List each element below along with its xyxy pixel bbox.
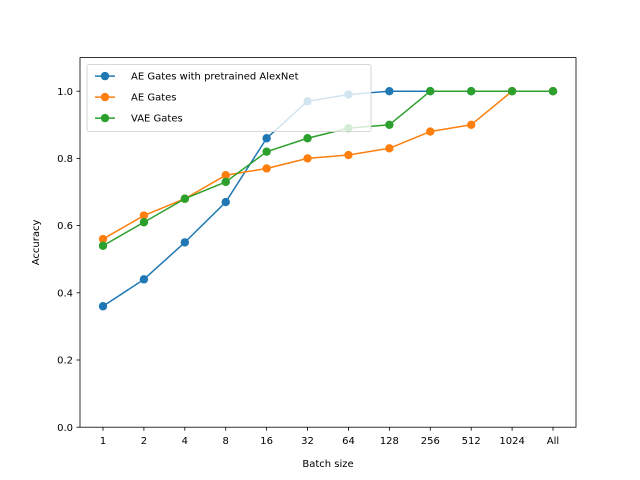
- series-3-point-32: [303, 134, 312, 143]
- x-tick-label-1024: 1024: [499, 436, 524, 447]
- y-tick-label-1.0: 1.0: [57, 87, 73, 98]
- series-1-point-128: [385, 87, 394, 96]
- series-3-point-All: [548, 87, 558, 96]
- x-tick-label-1: 1: [100, 436, 106, 447]
- y-tick-label-0.2: 0.2: [57, 356, 73, 367]
- x-tick-label-256: 256: [421, 436, 440, 447]
- series-3-point-1: [98, 241, 108, 250]
- axes-frame: [79, 57, 577, 428]
- legend-label-1: AE Gates with pretrained AlexNet: [131, 72, 299, 83]
- x-tick-label-64: 64: [342, 436, 355, 447]
- legend-marker-2: [100, 92, 110, 102]
- series-2-point-256: [426, 127, 435, 136]
- series-2-point-2: [139, 211, 149, 220]
- x-tick-label-2: 2: [141, 436, 147, 447]
- series-2-point-128: [385, 144, 394, 153]
- legend-marker-3: [100, 113, 110, 123]
- series-2-point-8: [221, 171, 230, 180]
- series-3-point-8: [221, 177, 230, 187]
- series-3-point-4: [180, 194, 190, 203]
- series-2-point-1: [98, 234, 108, 244]
- x-tick-label-All: All: [547, 436, 559, 447]
- x-tick-label-128: 128: [380, 436, 399, 447]
- legend-box: [86, 64, 372, 132]
- legend-entry-1: AE Gates with pretrained AlexNet: [95, 72, 299, 83]
- x-tick-label-16: 16: [260, 436, 273, 447]
- series-3-point-256: [426, 87, 435, 96]
- y-tick-label-0.8: 0.8: [57, 154, 73, 165]
- y-tick-label-0.6: 0.6: [57, 221, 73, 232]
- legend-label-2: AE Gates: [131, 93, 177, 104]
- series-3-point-2: [139, 218, 149, 227]
- series-1-point-8: [221, 197, 230, 207]
- series-2-point-512: [466, 120, 476, 129]
- series-1-point-4: [180, 238, 190, 247]
- x-axis-title: Batch size: [302, 459, 353, 470]
- series-2-point-64: [344, 150, 353, 160]
- x-tick-label-8: 8: [223, 436, 229, 447]
- series-3-point-128: [385, 120, 394, 129]
- y-tick-label-0.4: 0.4: [57, 288, 73, 299]
- legend-marker-1: [100, 71, 110, 81]
- series-3-point-512: [466, 87, 476, 96]
- x-tick-label-512: 512: [462, 436, 481, 447]
- series-3-line: [101, 90, 554, 247]
- series-3-point-16: [262, 147, 271, 156]
- series-2-point-16: [262, 164, 271, 173]
- series-3-point-1024: [507, 87, 517, 96]
- legend: AE Gates with pretrained AlexNet AE Gates…: [86, 64, 372, 132]
- x-tick-label-4: 4: [182, 436, 188, 447]
- series-1-point-2: [139, 275, 149, 284]
- legend-label-3: VAE Gates: [131, 114, 183, 125]
- axes-layer: 1 2 4 8 16 32 64 128 256 512 1024 All 0.0 0.2 0.4 0.6 0.…: [57, 57, 577, 447]
- y-axis-title: Accuracy: [31, 219, 42, 265]
- series-1-point-1: [98, 302, 108, 311]
- series-2-line: [101, 90, 554, 241]
- series-2-point-32: [303, 154, 312, 163]
- x-tick-label-32: 32: [301, 436, 314, 447]
- series-1-point-16: [262, 134, 271, 143]
- legend-entry-3: VAE Gates: [95, 114, 183, 125]
- legend-entry-2: AE Gates: [95, 93, 177, 104]
- y-tick-label-0.0: 0.0: [57, 423, 73, 434]
